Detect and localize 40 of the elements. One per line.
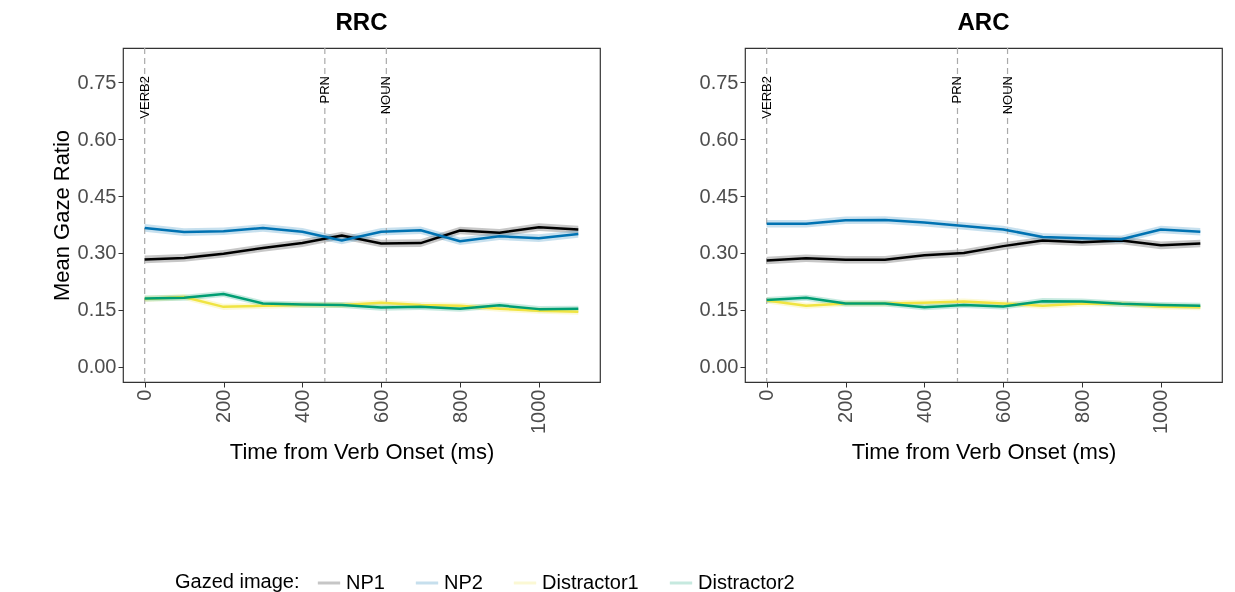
ref-line-label: NOUN [378,76,394,115]
x-tick-label: 1000 [527,389,550,434]
y-tick-label: 0.15 [77,298,117,321]
x-axis-title: Time from Verb Onset (ms) [229,438,495,464]
x-tick-label: 800 [1070,389,1093,423]
y-tick-label: 0.30 [699,241,739,264]
x-axis-title: Time from Verb Onset (ms) [851,438,1117,464]
legend-label: NP1 [346,571,385,592]
x-tick-label: 0 [133,389,156,401]
ref-line-label: VERB2 [136,76,152,119]
legend-label: Distractor2 [698,571,795,592]
x-tick-label: 200 [212,389,235,423]
y-tick-label: 0.15 [699,298,739,321]
legend-label: NP2 [444,571,483,592]
chart-title: RRC [335,8,388,36]
y-tick-label: 0.45 [699,184,739,207]
y-tick-label: 0.00 [699,355,739,378]
y-tick-label: 0.60 [699,127,739,150]
y-tick-label: 0.75 [77,70,117,93]
x-tick-label: 1000 [1149,389,1172,434]
ref-line-label: NOUN [999,76,1015,115]
ref-line-label: PRN [949,76,965,104]
ref-line-label: PRN [316,76,332,104]
y-tick-label: 0.60 [77,127,117,150]
y-tick-label: 0.75 [699,70,739,93]
x-tick-label: 600 [991,389,1014,423]
x-tick-label: 800 [448,389,471,423]
y-tick-label: 0.30 [77,241,117,264]
y-axis-title: Mean Gaze Ratio [48,129,74,302]
legend-title: Gazed image: [175,570,300,592]
x-tick-label: 400 [290,389,313,423]
y-tick-label: 0.00 [77,355,117,378]
x-tick-label: 600 [369,389,392,423]
x-tick-label: 200 [834,389,857,423]
ref-line-label: VERB2 [758,76,774,119]
y-tick-label: 0.45 [77,184,117,207]
x-tick-label: 0 [755,389,778,401]
x-tick-label: 400 [912,389,935,423]
chart-title: ARC [957,8,1010,36]
legend-label: Distractor1 [542,571,639,592]
